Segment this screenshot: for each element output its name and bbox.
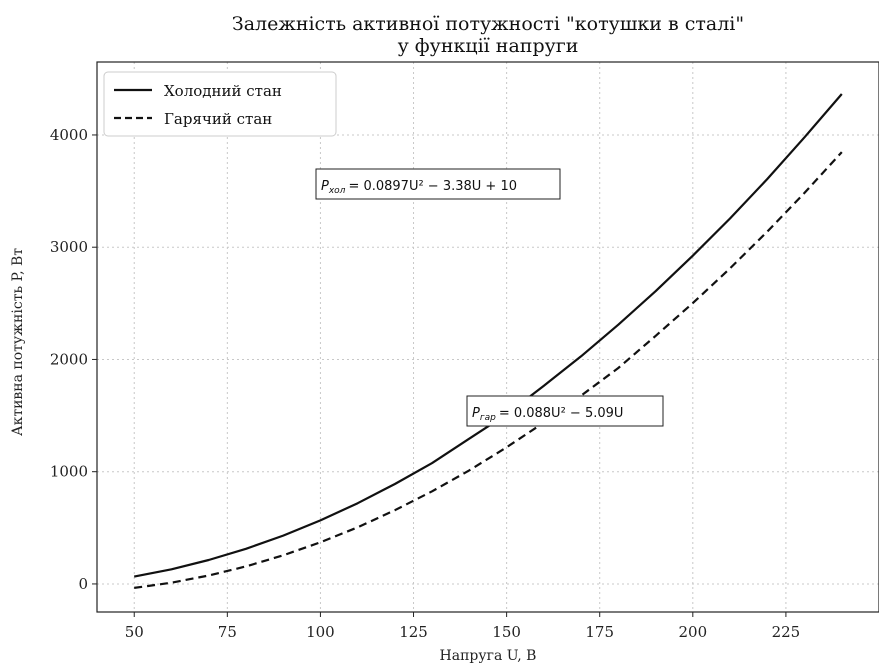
annotation-hot-equation: Pгар = 0.088U² − 5.09U (466, 395, 664, 427)
y-tick-label: 3000 (50, 238, 88, 256)
annotation-hot-text: Pгар = 0.088U² − 5.09U (472, 406, 623, 423)
x-axis-label: Напруга U, В (440, 648, 537, 664)
annotation-cold-box (315, 168, 561, 200)
plot-area-frame (96, 61, 879, 613)
annotation-cold-symbol: P (321, 179, 329, 194)
x-tick-label: 75 (218, 623, 237, 641)
x-tick-label: 200 (678, 623, 707, 641)
legend: Холодний стан Гарячий стан (103, 71, 337, 137)
legend-box (103, 71, 337, 137)
series-lines (133, 93, 843, 589)
y-tick-label: 0 (78, 575, 88, 593)
annotation-cold-equation-text: = 0.0897U² − 3.38U + 10 (348, 179, 517, 194)
series-line-hot (134, 151, 843, 589)
y-tick-label: 1000 (50, 463, 88, 481)
legend-label-hot: Гарячий стан (164, 110, 272, 128)
annotation-cold-text: Pхол = 0.0897U² − 3.38U + 10 (321, 179, 517, 196)
axis-ticks: 50 75 100 125 150 175 200 225 0 1000 2000 3000 4000 (50, 126, 800, 641)
y-tick-label: 2000 (50, 350, 88, 368)
y-axis-label: Активна потужність P, Вт (10, 248, 26, 436)
annotation-hot-equation-text: = 0.088U² − 5.09U (499, 406, 624, 421)
y-tick-label: 4000 (50, 126, 88, 144)
x-tick-label: 175 (585, 623, 614, 641)
x-tick-label: 100 (306, 623, 335, 641)
series-line-cold (133, 93, 843, 578)
annotation-cold-subscript: хол (328, 186, 346, 196)
annotation-hot-subscript: гар (480, 413, 496, 423)
x-tick-label: 225 (772, 623, 801, 641)
x-tick-label: 150 (492, 623, 521, 641)
chart-title-line-1: Залежність активної потужності "котушки … (232, 13, 744, 35)
x-tick-label: 125 (399, 623, 428, 641)
annotation-hot-symbol: P (472, 406, 480, 421)
annotation-cold-equation: Pхол = 0.0897U² − 3.38U + 10 (315, 168, 561, 200)
legend-label-cold: Холодний стан (164, 82, 282, 100)
x-tick-label: 50 (125, 623, 144, 641)
chart-title-line-2: у функції напруги (398, 35, 579, 57)
grid-lines (97, 62, 879, 612)
annotation-hot-box (466, 395, 664, 427)
